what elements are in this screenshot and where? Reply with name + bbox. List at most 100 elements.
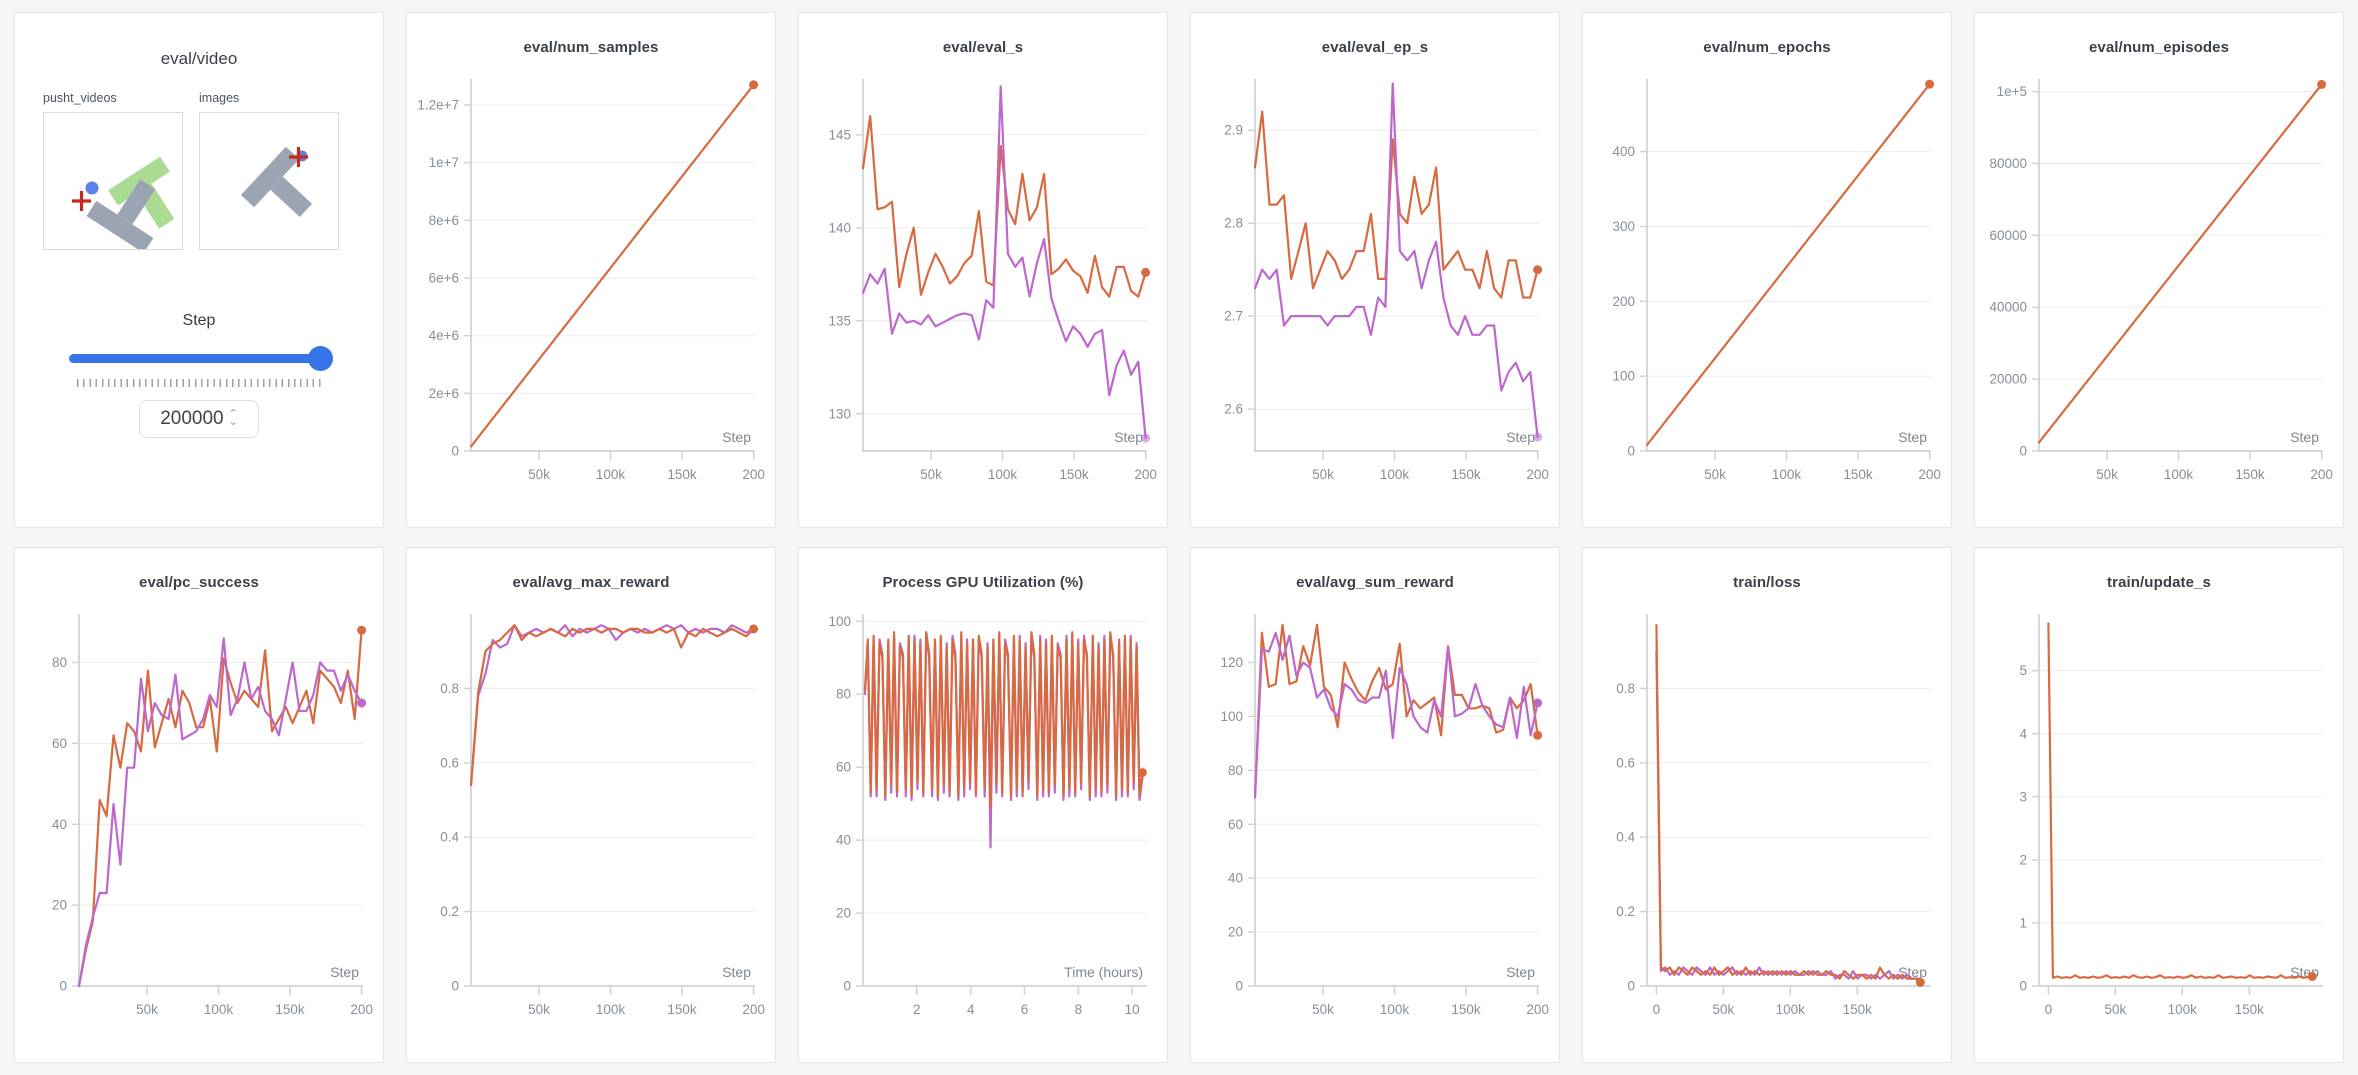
panel-eval-eval-ep-s: eval/eval_ep_s 2.6 2.7 2.8 2.9 50k 100k 150k 20…	[1190, 12, 1560, 528]
line-chart-eval-num-episodes[interactable]: 0 20000 40000 60000 80000 1e+5 50k 100k 150k 200 S…	[1985, 67, 2333, 498]
svg-text:50k: 50k	[1713, 1002, 1735, 1017]
panel-gpu-utilization: Process GPU Utilization (%) 0 20 40 60 80 100…	[798, 547, 1168, 1063]
svg-text:5: 5	[2019, 663, 2027, 678]
svg-text:0.8: 0.8	[1616, 681, 1635, 696]
svg-text:400: 400	[1612, 144, 1635, 159]
line-chart-train-update-s[interactable]: 0 1 2 3 4 5 0 50k 100k 150k Step	[1985, 602, 2333, 1033]
svg-text:3: 3	[2019, 789, 2027, 804]
svg-text:0.8: 0.8	[440, 681, 459, 696]
svg-text:2: 2	[913, 1002, 921, 1017]
svg-text:60: 60	[836, 760, 851, 775]
svg-text:100k: 100k	[1776, 1002, 1806, 1017]
svg-text:1e+7: 1e+7	[429, 155, 459, 170]
svg-text:1: 1	[2019, 915, 2027, 930]
svg-text:150k: 150k	[667, 1002, 697, 1017]
svg-text:100: 100	[1612, 369, 1635, 384]
line-chart-eval-eval-s[interactable]: 130 135 140 145 50k 100k 150k 200 Step	[809, 67, 1157, 498]
step-input-value[interactable]: 200000	[160, 408, 224, 429]
svg-text:80000: 80000	[1989, 156, 2027, 171]
svg-text:135: 135	[828, 313, 851, 328]
svg-text:100k: 100k	[596, 467, 626, 482]
svg-text:300: 300	[1612, 219, 1635, 234]
line-chart-eval-pc-success[interactable]: 0 20 40 60 80 50k 100k 150k 200 Step	[25, 602, 373, 1033]
panel-eval-num-epochs: eval/num_epochs 0 100 200 300 400 50k 100k 150k…	[1582, 12, 1952, 528]
line-chart-train-loss[interactable]: 0 0.2 0.4 0.6 0.8 0 50k 100k 150k Step	[1593, 602, 1941, 1033]
svg-text:8: 8	[1075, 1002, 1083, 1017]
svg-text:100k: 100k	[1380, 467, 1410, 482]
line-chart-eval-avg-max-reward[interactable]: 0 0.2 0.4 0.6 0.8 50k 100k 150k 200 Step	[417, 602, 765, 1033]
spinner-up-icon[interactable]: ⌃	[228, 408, 238, 420]
svg-text:2.6: 2.6	[1224, 402, 1243, 417]
svg-text:Step: Step	[722, 964, 751, 980]
svg-text:100k: 100k	[204, 1002, 234, 1017]
svg-text:50k: 50k	[528, 1002, 550, 1017]
panel-title: eval/avg_sum_reward	[1296, 574, 1454, 591]
svg-text:100k: 100k	[1380, 1002, 1410, 1017]
svg-text:Step: Step	[722, 429, 751, 445]
svg-text:100k: 100k	[596, 1002, 626, 1017]
line-chart-eval-eval-ep-s[interactable]: 2.6 2.7 2.8 2.9 50k 100k 150k 200 Step	[1201, 67, 1549, 498]
svg-text:150k: 150k	[1059, 467, 1089, 482]
line-chart-eval-num-epochs[interactable]: 0 100 200 300 400 50k 100k 150k 200 Step	[1593, 67, 1941, 498]
svg-text:80: 80	[1228, 763, 1243, 778]
red-target-cross	[289, 147, 308, 167]
svg-text:130: 130	[828, 406, 851, 421]
svg-text:0.2: 0.2	[1616, 904, 1635, 919]
panel-eval-num-episodes: eval/num_episodes 0 20000 40000 60000 80000 1…	[1974, 12, 2344, 528]
svg-text:145: 145	[828, 127, 851, 142]
svg-text:1.2e+7: 1.2e+7	[417, 98, 459, 113]
svg-text:0.2: 0.2	[440, 904, 459, 919]
svg-text:0: 0	[59, 979, 67, 994]
svg-text:4: 4	[967, 1002, 975, 1017]
line-chart-eval-avg-sum-reward[interactable]: 0 20 40 60 80 100 120 50k 100k 150k 200 Step	[1201, 602, 1549, 1033]
pusht-video-thumbnail[interactable]	[43, 112, 183, 254]
svg-text:100k: 100k	[2168, 1002, 2198, 1017]
media-thumbnails: pusht_videos	[43, 91, 355, 254]
svg-text:100k: 100k	[1772, 467, 1802, 482]
svg-text:0.6: 0.6	[1616, 755, 1635, 770]
step-slider[interactable]	[69, 346, 333, 371]
svg-text:Step: Step	[2290, 429, 2319, 445]
svg-text:50k: 50k	[2105, 1002, 2127, 1017]
step-input[interactable]: 200000 ⌃ ⌄	[139, 400, 259, 438]
spinner-down-icon[interactable]: ⌄	[228, 416, 238, 428]
svg-text:0.4: 0.4	[440, 830, 459, 845]
svg-text:2.8: 2.8	[1224, 216, 1243, 231]
panel-train-update-s: train/update_s 0 1 2 3 4 5 0 50k 100k 150k Step	[1974, 547, 2344, 1063]
images-scene-graphic	[240, 146, 312, 218]
svg-text:0: 0	[2019, 444, 2027, 459]
svg-text:0.4: 0.4	[1616, 830, 1635, 845]
svg-text:0: 0	[451, 979, 459, 994]
svg-text:50k: 50k	[2096, 467, 2118, 482]
panel-eval-eval-s: eval/eval_s 130 135 140 145 50k 100k 150k 200 St…	[798, 12, 1168, 528]
svg-text:80: 80	[836, 687, 851, 702]
svg-text:120: 120	[1220, 655, 1243, 670]
svg-text:150k: 150k	[2235, 467, 2265, 482]
svg-text:60000: 60000	[1989, 228, 2027, 243]
step-slider-track[interactable]	[69, 354, 329, 363]
svg-text:150k: 150k	[2235, 1002, 2265, 1017]
panel-title: eval/eval_ep_s	[1321, 39, 1429, 56]
panel-eval-avg-sum-reward: eval/avg_sum_reward 0 20 40 60 80 100 120 50k 10…	[1190, 547, 1560, 1063]
svg-text:Step: Step	[1506, 964, 1535, 980]
red-target-cross	[72, 191, 91, 211]
line-chart-eval-num-samples[interactable]: 0 2e+6 4e+6 6e+6 8e+6 1e+7 1.2e+7 50k 100k 150k 20…	[417, 67, 765, 498]
images-thumbnail[interactable]	[199, 112, 339, 250]
step-input-spinner: ⌃ ⌄	[228, 408, 238, 428]
step-slider-thumb[interactable]	[308, 346, 333, 371]
svg-text:Step: Step	[330, 964, 359, 980]
panel-eval-num-samples: eval/num_samples 0 2e+6 4e+6 6e+6 8e+6 1e+7 1.…	[406, 12, 776, 528]
svg-text:4: 4	[2019, 726, 2027, 741]
media-key-label: pusht_videos	[43, 91, 117, 105]
panel-title: eval/pc_success	[139, 574, 259, 591]
svg-text:Step: Step	[1506, 429, 1535, 445]
panel-title: eval/num_episodes	[2088, 39, 2230, 56]
svg-text:0.6: 0.6	[440, 755, 459, 770]
svg-text:200: 200	[2310, 467, 2333, 482]
line-chart-gpu-utilization[interactable]: 0 20 40 60 80 100 2 4 6 8 10 Time (hours)	[809, 602, 1157, 1033]
svg-text:6e+6: 6e+6	[429, 271, 459, 286]
svg-text:1e+5: 1e+5	[1997, 84, 2027, 99]
panel-title: eval/eval_s	[942, 39, 1024, 56]
svg-text:0: 0	[2019, 979, 2027, 994]
